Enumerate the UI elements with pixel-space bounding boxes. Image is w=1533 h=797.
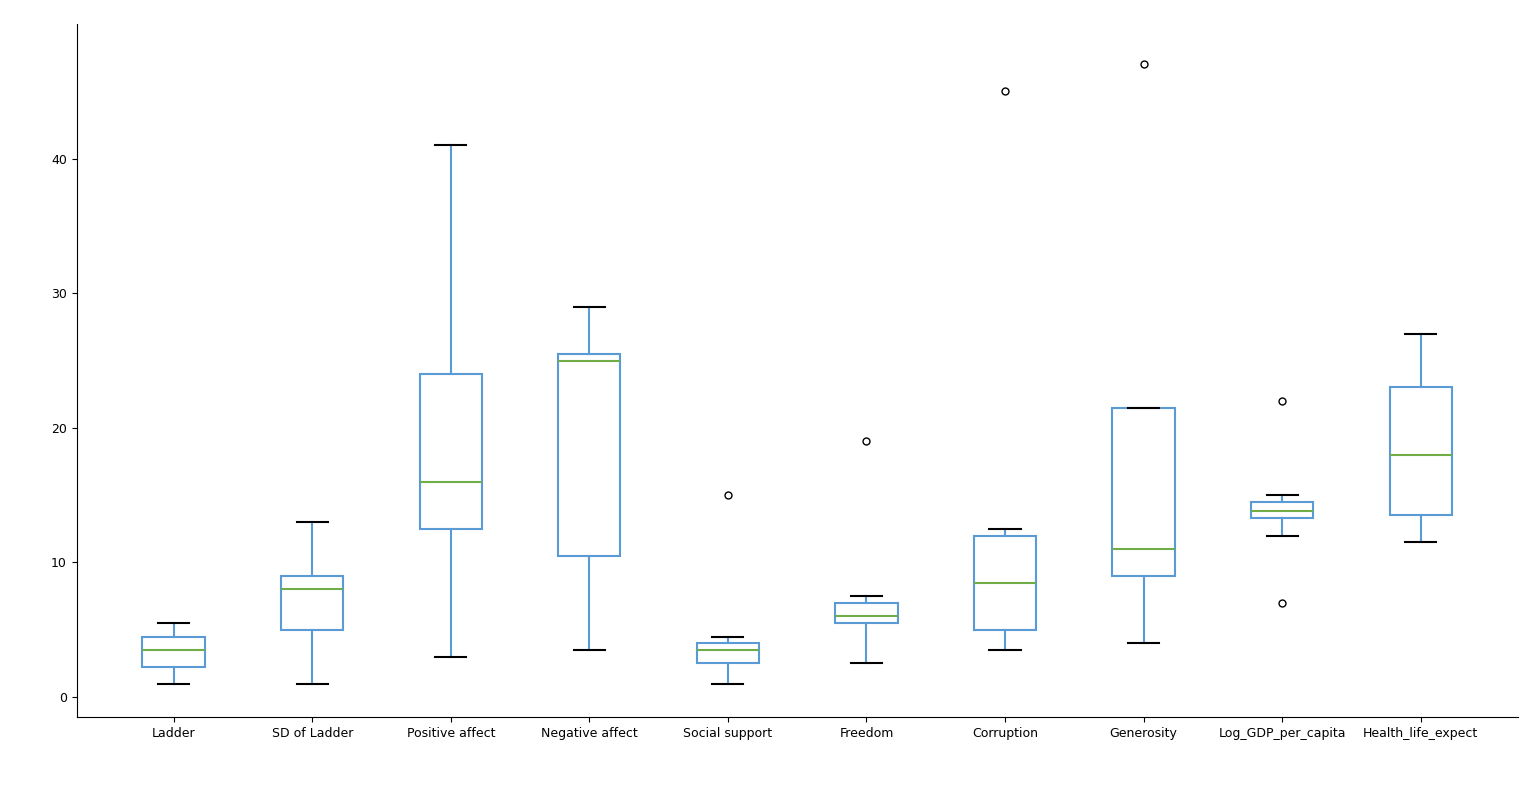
- PathPatch shape: [1389, 387, 1452, 516]
- PathPatch shape: [696, 643, 759, 663]
- PathPatch shape: [835, 603, 898, 623]
- PathPatch shape: [973, 536, 1036, 630]
- PathPatch shape: [1113, 407, 1174, 576]
- PathPatch shape: [420, 374, 481, 528]
- PathPatch shape: [558, 354, 621, 556]
- PathPatch shape: [143, 637, 205, 667]
- PathPatch shape: [1251, 502, 1314, 518]
- PathPatch shape: [281, 576, 343, 630]
